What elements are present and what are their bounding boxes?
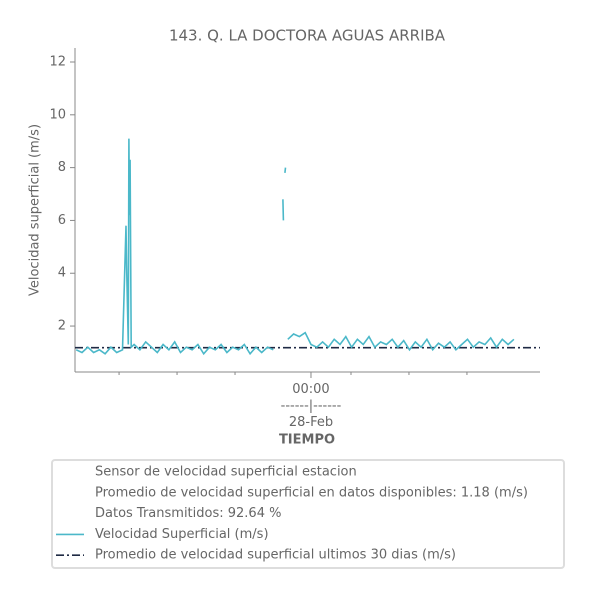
y-tick-label: 12 — [49, 54, 66, 69]
x-tick-label: 00:00 ------|------28-Feb — [281, 382, 342, 430]
y-tick-label: 6 — [58, 213, 66, 228]
y-axis-label: Velocidad superficial (m/s) — [28, 124, 43, 296]
legend-label: Velocidad Superficial (m/s) — [95, 527, 269, 542]
chart-title: 143. Q. LA DOCTORA AGUAS ARRIBA — [169, 27, 446, 45]
y-tick-label: 8 — [58, 160, 66, 175]
y-tick-label: 10 — [49, 107, 66, 122]
legend-note: Promedio de velocidad superficial en dat… — [95, 485, 528, 500]
legend-label: Promedio de velocidad superficial ultimo… — [95, 548, 456, 563]
y-tick-label: 4 — [58, 266, 66, 281]
x-axis-label: TIEMPO — [279, 433, 335, 448]
legend-note: Datos Transmitidos: 92.64 % — [95, 506, 281, 521]
legend-box — [51, 459, 565, 569]
legend-note: Sensor de velocidad superficial estacion — [95, 465, 357, 480]
data-line — [75, 138, 515, 356]
y-tick-label: 2 — [58, 319, 66, 334]
